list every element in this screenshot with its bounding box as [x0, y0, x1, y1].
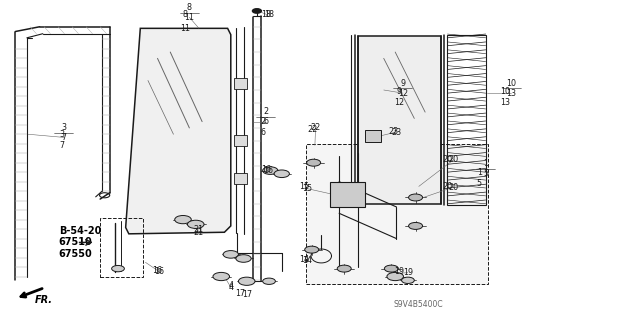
Text: 4: 4	[228, 281, 234, 291]
Text: 10: 10	[500, 87, 510, 96]
Text: 67510: 67510	[59, 237, 93, 247]
Text: 7: 7	[60, 141, 65, 150]
Polygon shape	[125, 28, 231, 234]
Text: 12: 12	[398, 89, 408, 98]
Text: 15: 15	[299, 182, 309, 191]
Text: 19: 19	[395, 267, 404, 276]
Text: 20: 20	[442, 155, 452, 164]
Polygon shape	[358, 36, 441, 204]
Circle shape	[408, 222, 422, 229]
Text: 21: 21	[194, 228, 204, 237]
Text: 14: 14	[302, 256, 312, 264]
Text: 15: 15	[302, 184, 312, 193]
Text: 20: 20	[442, 182, 452, 191]
Text: 4: 4	[228, 283, 234, 292]
Bar	[234, 135, 246, 146]
Text: 14: 14	[299, 255, 309, 263]
Circle shape	[175, 216, 191, 224]
Circle shape	[274, 170, 289, 178]
Circle shape	[252, 9, 261, 13]
Text: 17: 17	[242, 290, 252, 299]
Text: 16: 16	[263, 166, 273, 175]
Text: 8: 8	[187, 3, 192, 12]
Bar	[234, 78, 246, 89]
Text: 5: 5	[483, 169, 488, 178]
Text: FR.: FR.	[35, 295, 52, 305]
Text: 20: 20	[449, 155, 459, 164]
Text: 16: 16	[261, 165, 271, 174]
Circle shape	[239, 277, 255, 286]
Text: 67550: 67550	[59, 249, 93, 259]
Text: 23: 23	[392, 128, 401, 137]
Circle shape	[236, 255, 251, 262]
Circle shape	[408, 194, 422, 201]
Text: 16: 16	[152, 266, 163, 275]
Circle shape	[387, 272, 403, 281]
Text: 6: 6	[263, 117, 268, 126]
Text: 23: 23	[388, 127, 398, 136]
Text: 5: 5	[477, 179, 482, 188]
Circle shape	[223, 251, 239, 258]
Bar	[447, 35, 486, 205]
Text: 11: 11	[184, 13, 195, 22]
Circle shape	[305, 246, 319, 253]
Text: 17: 17	[236, 289, 245, 298]
Text: 6: 6	[260, 128, 265, 137]
Text: 12: 12	[394, 98, 404, 107]
Text: 13: 13	[500, 98, 510, 107]
Text: 10: 10	[506, 78, 516, 87]
Circle shape	[262, 167, 278, 174]
Bar	[306, 144, 488, 285]
Text: 21: 21	[194, 225, 204, 234]
Text: 8: 8	[182, 10, 188, 19]
Text: 1: 1	[477, 168, 482, 177]
Text: 13: 13	[506, 89, 516, 98]
Text: 2: 2	[263, 107, 268, 116]
Circle shape	[337, 265, 351, 272]
Circle shape	[401, 277, 414, 284]
Text: 3: 3	[61, 123, 67, 132]
Text: 18: 18	[264, 10, 274, 19]
Text: B-54-20: B-54-20	[59, 226, 101, 236]
Text: S9V4B5400C: S9V4B5400C	[394, 300, 443, 309]
Text: 19: 19	[403, 268, 413, 277]
Circle shape	[111, 265, 124, 272]
Text: 22: 22	[307, 125, 317, 134]
Text: 22: 22	[310, 123, 321, 132]
Text: 18: 18	[261, 10, 271, 19]
Circle shape	[213, 272, 230, 281]
Bar	[365, 130, 381, 142]
Bar	[234, 173, 246, 184]
Text: 7: 7	[61, 133, 67, 142]
Circle shape	[188, 220, 204, 228]
Text: 3: 3	[60, 130, 65, 139]
Text: 1: 1	[483, 159, 488, 168]
Bar	[100, 218, 143, 277]
Text: 2: 2	[260, 117, 265, 126]
Circle shape	[307, 159, 321, 166]
Text: 11: 11	[180, 24, 190, 33]
Circle shape	[385, 265, 398, 272]
Text: 16: 16	[154, 267, 164, 276]
Text: 9: 9	[400, 78, 405, 87]
Bar	[330, 182, 365, 207]
Text: 20: 20	[449, 182, 459, 191]
Circle shape	[262, 278, 275, 285]
Text: 9: 9	[396, 87, 401, 96]
